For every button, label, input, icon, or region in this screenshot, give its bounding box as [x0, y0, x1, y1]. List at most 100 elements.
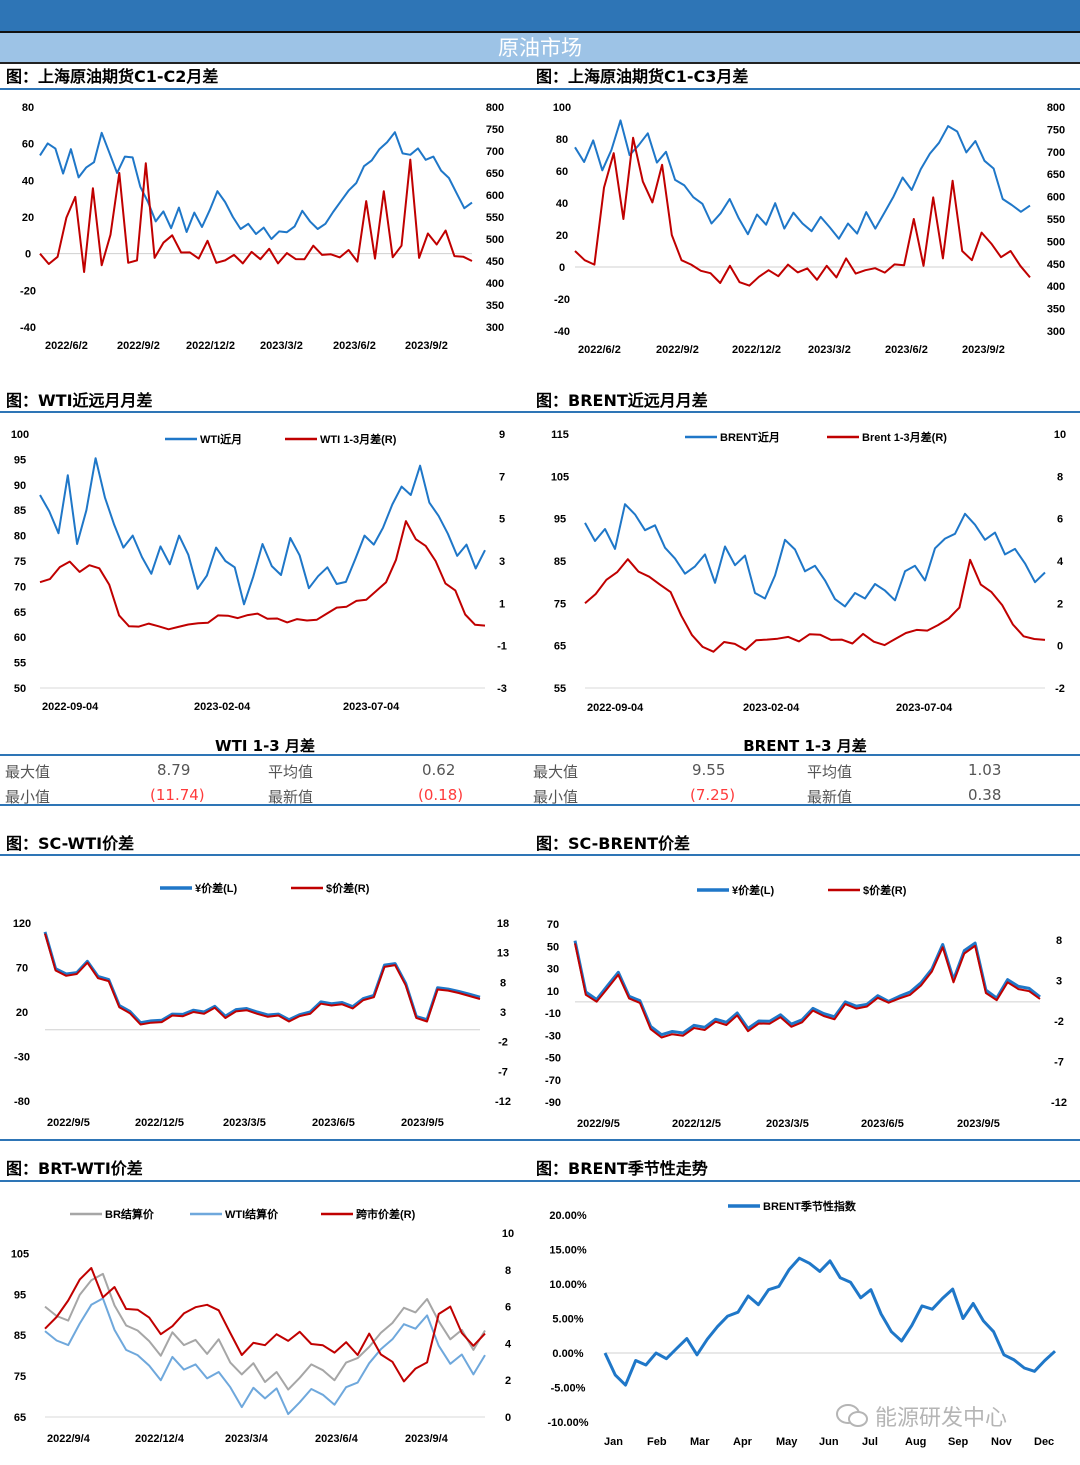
- right-axis-tick: 0: [1057, 641, 1063, 653]
- left-axis-tick: -50: [545, 1053, 561, 1065]
- right-axis-tick: 650: [486, 168, 504, 180]
- section-title: 原油市场: [0, 33, 1080, 64]
- right-axis-tick: 8: [505, 1265, 511, 1277]
- legend-label: WTI近月: [200, 432, 242, 446]
- right-axis-tick: 400: [486, 278, 504, 290]
- left-axis-tick: 95: [14, 454, 26, 466]
- left-axis-tick: 95: [14, 1289, 26, 1301]
- divider: [0, 1180, 1080, 1182]
- right-axis-tick: 600: [486, 190, 504, 202]
- left-axis-tick: -40: [20, 322, 36, 334]
- x-axis-tick: 2022/12/2: [732, 344, 781, 356]
- series-line-c5-0: [43, 931, 481, 1025]
- left-axis-tick: 60: [22, 139, 34, 151]
- legend-label: ¥价差(L): [195, 881, 237, 895]
- left-axis-tick: 15.00%: [549, 1245, 587, 1257]
- x-axis-tick: May: [776, 1436, 798, 1448]
- x-axis-tick: 2022/9/4: [47, 1433, 91, 1445]
- x-axis-tick: 2023-07-04: [343, 701, 400, 713]
- right-axis-tick: 7: [499, 471, 505, 483]
- right-axis-tick: 350: [486, 300, 504, 312]
- left-axis-tick: -20: [20, 285, 36, 297]
- series-line-c3-1: [39, 520, 486, 631]
- x-axis-tick: 2022/9/5: [577, 1118, 620, 1130]
- left-axis-tick: 80: [556, 134, 568, 146]
- x-axis-tick: 2023-07-04: [896, 702, 953, 714]
- x-axis-tick: 2022/12/5: [672, 1118, 721, 1130]
- left-axis-tick: 100: [11, 429, 29, 441]
- left-axis-tick: 40: [556, 198, 568, 210]
- series-line-c2-1: [574, 136, 1031, 287]
- left-axis-tick: 80: [14, 531, 26, 543]
- right-axis-tick: 700: [486, 146, 504, 158]
- left-axis-tick: -10.00%: [548, 1417, 589, 1429]
- right-axis-tick: 800: [1047, 102, 1065, 114]
- left-axis-tick: 105: [11, 1248, 29, 1260]
- series-line-c5-1: [44, 933, 481, 1026]
- right-axis-tick: 4: [1057, 556, 1064, 568]
- series-line-c6-1: [574, 943, 1041, 1039]
- x-axis-tick: 2022/9/2: [656, 344, 699, 356]
- right-axis-tick: 8: [1056, 935, 1062, 947]
- left-axis-tick: 100: [553, 102, 571, 114]
- divider: [0, 411, 1080, 413]
- left-axis-tick: 85: [14, 505, 26, 517]
- right-axis-tick: 5: [499, 514, 505, 526]
- legend-label: BRENT近月: [720, 430, 780, 444]
- watermark-text: 能源研发中心: [875, 1406, 1008, 1431]
- x-axis-tick: 2023/3/5: [766, 1118, 809, 1130]
- left-axis-tick: -10: [545, 1008, 561, 1020]
- panel-title-c4: 图：BRENT近远月月差: [536, 391, 708, 410]
- right-axis-tick: -2: [498, 1037, 508, 1049]
- divider: [0, 88, 1080, 90]
- brent-stats-title: BRENT 1-3 月差: [743, 737, 867, 755]
- x-axis-tick: 2023/6/5: [312, 1117, 355, 1129]
- x-axis-tick: 2022/6/2: [45, 340, 88, 352]
- left-axis-tick: 40: [22, 175, 34, 187]
- x-axis-tick: Mar: [690, 1436, 710, 1448]
- wti-min-label: 最小值: [5, 788, 51, 806]
- x-axis-tick: Apr: [733, 1436, 753, 1448]
- brent-avg-value: 1.03: [968, 761, 1002, 779]
- x-axis-tick: 2023/9/4: [405, 1433, 449, 1445]
- left-axis-tick: -30: [545, 1030, 561, 1042]
- brent-max-label: 最大值: [533, 763, 579, 781]
- left-axis-tick: 70: [547, 919, 559, 931]
- right-axis-tick: 350: [1047, 304, 1065, 316]
- chart-c4: 115 105 95 85 75 65 55 10 8 6 4 2 0 -2 2022-09-04 2023-…: [551, 429, 1066, 714]
- series-line-c6-0: [573, 940, 1041, 1037]
- series-line-c7-1: [44, 1297, 486, 1416]
- left-axis-tick: 90: [14, 480, 26, 492]
- right-axis-tick: 4: [505, 1338, 512, 1350]
- right-axis-tick: 300: [486, 322, 504, 334]
- brent-max-value: 9.55: [692, 761, 726, 779]
- right-axis-tick: 1: [499, 598, 505, 610]
- left-axis-tick: 20: [16, 1007, 28, 1019]
- wti-avg-value: 0.62: [422, 761, 456, 779]
- right-axis-tick: 9: [499, 429, 505, 441]
- left-axis-tick: 75: [554, 598, 566, 610]
- right-axis-tick: 400: [1047, 281, 1065, 293]
- right-axis-tick: 8: [500, 977, 506, 989]
- panel-title-c1: 图：上海原油期货C1-C2月差: [6, 67, 219, 86]
- x-axis-tick: 2022/9/2: [117, 340, 160, 352]
- brent-latest-label: 最新值: [807, 788, 853, 806]
- left-axis-tick: -40: [554, 326, 570, 338]
- divider: [0, 804, 1080, 806]
- x-axis-tick: 2022/9/5: [47, 1117, 90, 1129]
- x-axis-tick: 2023/9/2: [405, 340, 448, 352]
- x-axis-tick: 2023/9/5: [401, 1117, 444, 1129]
- right-axis-tick: 300: [1047, 326, 1065, 338]
- left-axis-tick: 55: [554, 683, 566, 695]
- right-axis-tick: -3: [497, 683, 507, 695]
- x-axis-tick: 2023/6/2: [885, 344, 928, 356]
- x-axis-tick: 2023/3/5: [223, 1117, 266, 1129]
- left-axis-tick: 75: [14, 556, 26, 568]
- left-axis-tick: 0: [559, 262, 565, 274]
- chart-c8: 20.00% 15.00% 10.00% 5.00% 0.00% -5.00% -10.00…: [548, 1199, 1057, 1448]
- left-axis-tick: 65: [14, 1412, 26, 1424]
- right-axis-tick: 3: [499, 556, 505, 568]
- legend-label: BR结算价: [105, 1207, 155, 1221]
- left-axis-tick: 105: [551, 471, 569, 483]
- divider: [0, 854, 1080, 856]
